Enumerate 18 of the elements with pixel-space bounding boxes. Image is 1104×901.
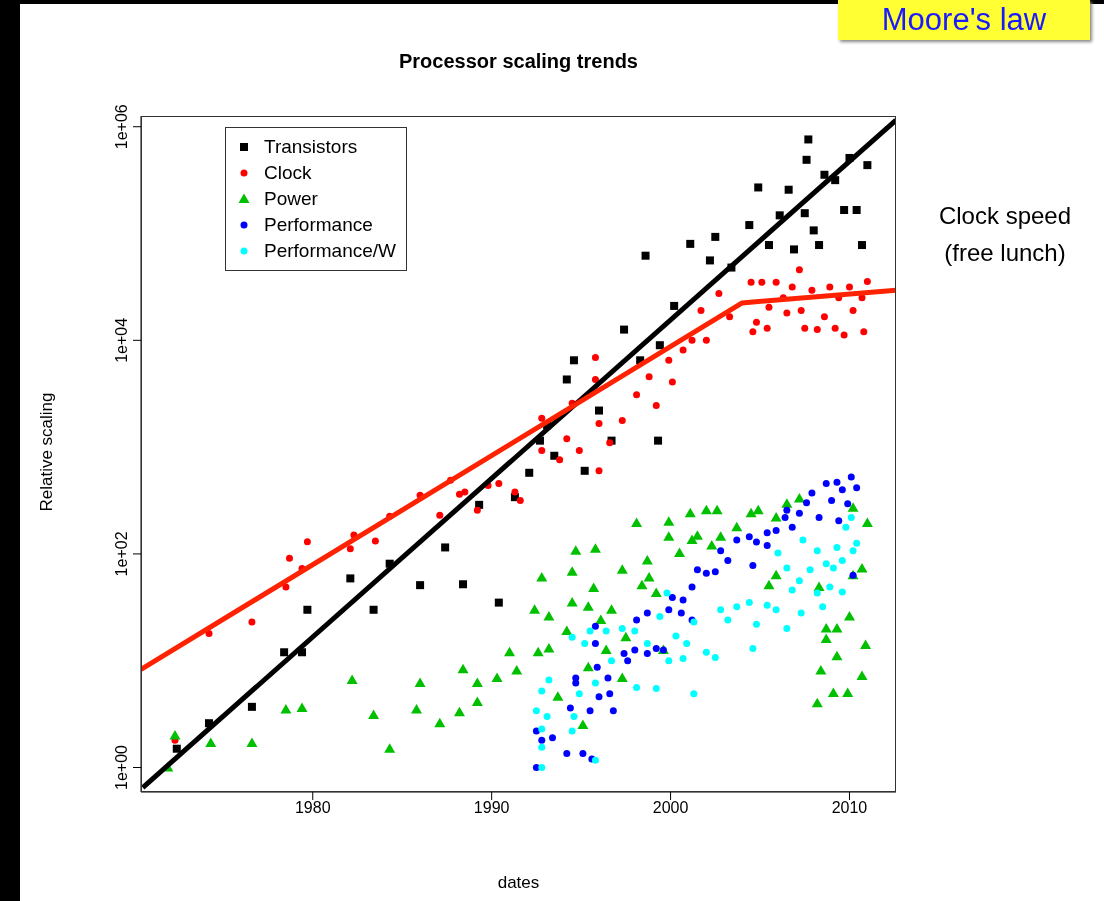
y-tick-label: 1e+04 <box>113 317 130 363</box>
x-axis-title: dates <box>496 873 541 893</box>
legend-label: Performance <box>264 214 373 236</box>
legend-label: Performance/W <box>264 240 396 262</box>
y-axis-title: Relative scaling <box>37 391 57 514</box>
text: Clock speed (free lunch) <box>937 201 1073 268</box>
legend-label: Clock <box>264 162 312 184</box>
y-tick-label: 1e+00 <box>113 744 130 790</box>
y-tick-label: 1e+02 <box>113 531 130 577</box>
legend-label: Transistors <box>264 136 358 158</box>
legend-label: Power <box>264 188 318 210</box>
x-tick-label: 1980 <box>294 799 331 817</box>
text: Moore's law <box>838 2 1090 38</box>
x-tick-label: 2010 <box>831 799 868 817</box>
y-tick-label: 1e+06 <box>113 104 130 150</box>
chart-title: Processor scaling trends <box>398 50 639 73</box>
x-tick-label: 1990 <box>473 799 510 817</box>
x-tick-label: 2000 <box>652 799 689 817</box>
